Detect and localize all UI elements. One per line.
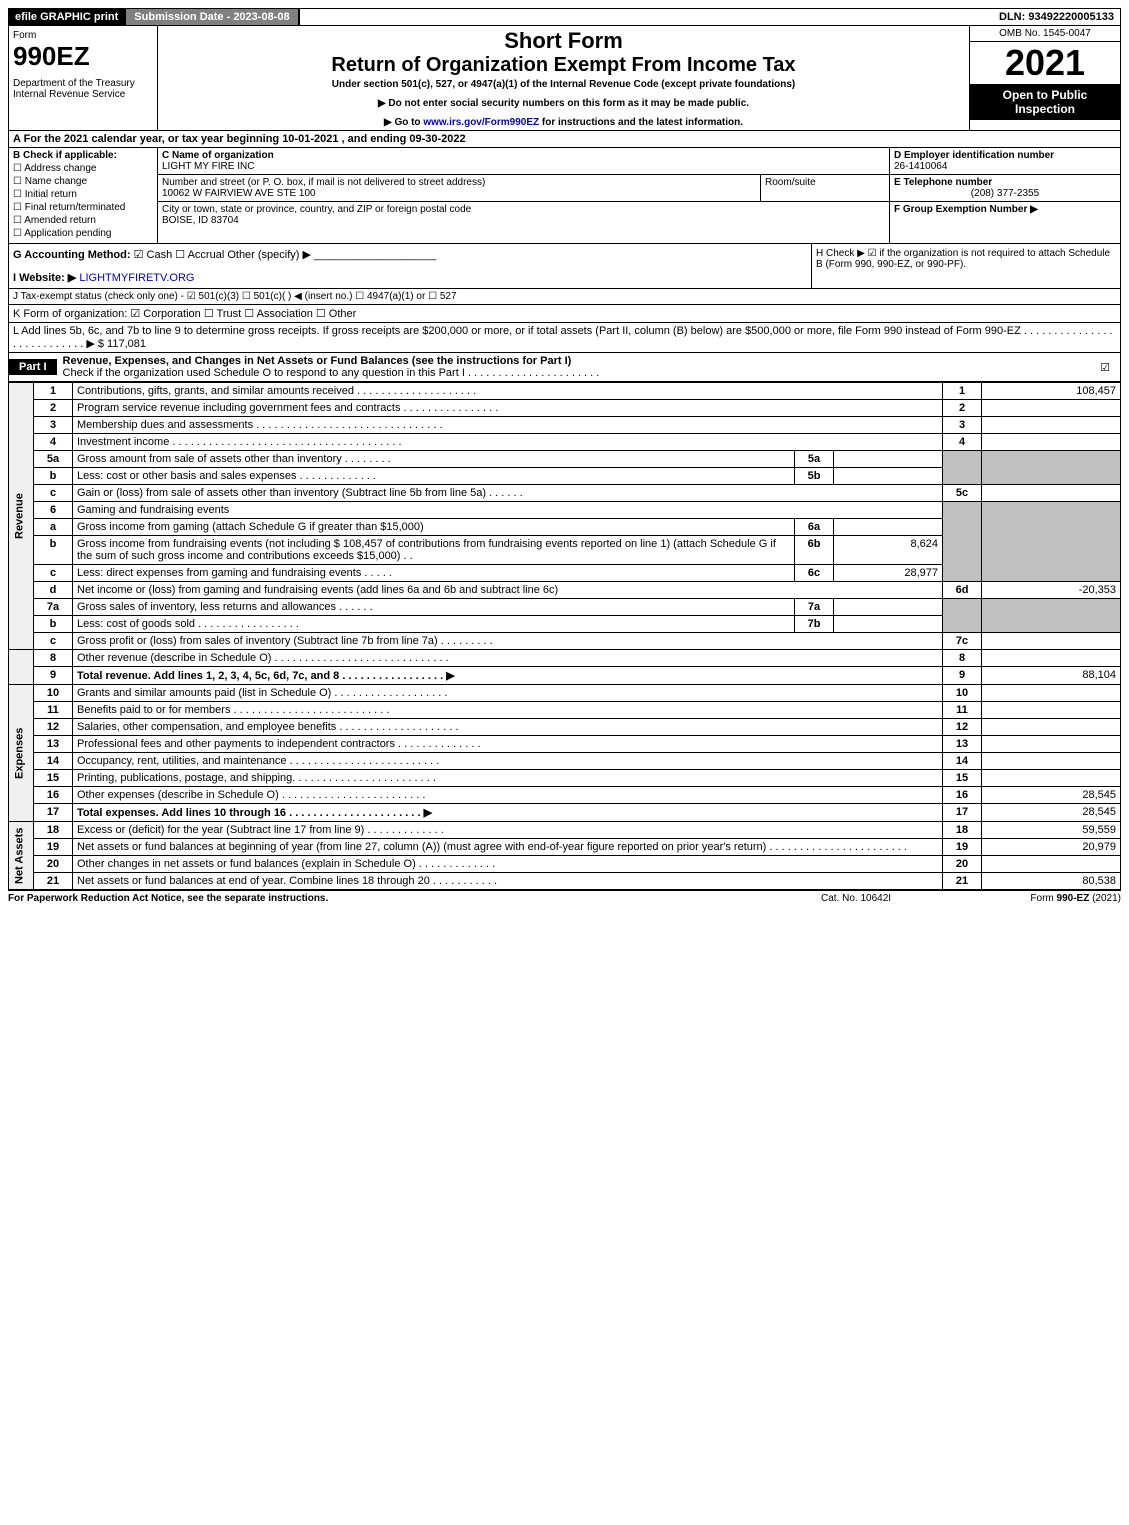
section-c: C Name of organization LIGHT MY FIRE INC… <box>158 148 889 243</box>
form-header: Form 990EZ Department of the Treasury In… <box>8 26 1121 131</box>
val-line-12 <box>982 719 1121 736</box>
section-a: A For the 2021 calendar year, or tax yea… <box>8 131 1121 148</box>
opt-accrual[interactable]: Accrual <box>175 249 224 261</box>
accounting-method: G Accounting Method: Cash Accrual Other … <box>13 248 807 261</box>
ein-value: 26-1410064 <box>894 161 947 172</box>
form-number: 990EZ <box>13 41 153 72</box>
opt-initial-return[interactable]: Initial return <box>13 189 153 200</box>
omb-number: OMB No. 1545-0047 <box>970 26 1120 42</box>
room-suite-hdr: Room/suite <box>760 175 889 201</box>
header-info-block: B Check if applicable: Address change Na… <box>8 148 1121 244</box>
instruct-1: ▶ Do not enter social security numbers o… <box>166 98 961 109</box>
footer-center: Cat. No. 10642I <box>821 893 971 904</box>
irs-link[interactable]: www.irs.gov/Form990EZ <box>423 117 539 128</box>
val-line-6a <box>834 519 943 536</box>
c-street-hdr: Number and street (or P. O. box, if mail… <box>162 177 485 188</box>
footer-left: For Paperwork Reduction Act Notice, see … <box>8 893 821 904</box>
top-bar: efile GRAPHIC print Submission Date - 20… <box>8 8 1121 26</box>
section-de: D Employer identification number 26-1410… <box>889 148 1120 243</box>
main-title: Return of Organization Exempt From Incom… <box>166 54 961 77</box>
org-city: BOISE, ID 83704 <box>162 215 239 226</box>
form-label: Form <box>13 30 153 41</box>
val-line-5a <box>834 451 943 468</box>
short-form-title: Short Form <box>166 28 961 54</box>
website-row: I Website: ▶ LIGHTMYFIRETV.ORG <box>13 271 807 284</box>
opt-address-change[interactable]: Address change <box>13 163 153 174</box>
val-line-5c <box>982 485 1121 502</box>
val-line-6c: 28,977 <box>834 565 943 582</box>
subtitle: Under section 501(c), 527, or 4947(a)(1)… <box>166 79 961 90</box>
opt-name-change[interactable]: Name change <box>13 176 153 187</box>
efile-label[interactable]: efile GRAPHIC print <box>9 9 124 25</box>
part-i-checkbox[interactable] <box>1090 361 1120 374</box>
section-b: B Check if applicable: Address change Na… <box>9 148 158 243</box>
val-line-14 <box>982 753 1121 770</box>
submission-date: Submission Date - 2023-08-08 <box>124 9 299 25</box>
part-i-header: Part I Revenue, Expenses, and Changes in… <box>8 353 1121 382</box>
section-j: J Tax-exempt status (check only one) - ☑… <box>8 289 1121 305</box>
val-line-7c <box>982 633 1121 650</box>
box-gh: G Accounting Method: Cash Accrual Other … <box>8 244 1121 289</box>
tel-value: (208) 377-2355 <box>894 188 1116 199</box>
val-line-2 <box>982 400 1121 417</box>
part-i-table: Revenue 1 Contributions, gifts, grants, … <box>8 382 1121 890</box>
side-expenses: Expenses <box>9 685 34 822</box>
val-line-10 <box>982 685 1121 702</box>
website-link[interactable]: LIGHTMYFIRETV.ORG <box>79 272 194 284</box>
part-i-check-line: Check if the organization used Schedule … <box>63 367 600 379</box>
val-line-7b <box>834 616 943 633</box>
val-line-7a <box>834 599 943 616</box>
footer-right: Form 990-EZ (2021) <box>971 893 1121 904</box>
val-line-6b: 8,624 <box>834 536 943 565</box>
tax-year: 2021 <box>970 42 1120 84</box>
page-footer: For Paperwork Reduction Act Notice, see … <box>8 890 1121 906</box>
part-i-title: Revenue, Expenses, and Changes in Net As… <box>57 353 1090 381</box>
val-line-13 <box>982 736 1121 753</box>
dln-number: DLN: 93492220005133 <box>993 9 1120 25</box>
c-city-hdr: City or town, state or province, country… <box>162 204 471 215</box>
tel-hdr: E Telephone number <box>894 177 992 188</box>
val-line-9: 88,104 <box>982 667 1121 685</box>
section-k: K Form of organization: ☑ Corporation ☐ … <box>8 305 1121 323</box>
section-h: H Check ▶ ☑ if the organization is not r… <box>811 244 1120 288</box>
side-revenue: Revenue <box>9 383 34 650</box>
val-line-21: 80,538 <box>982 873 1121 890</box>
opt-amended-return[interactable]: Amended return <box>13 215 153 226</box>
department-label: Department of the Treasury Internal Reve… <box>13 78 153 100</box>
c-name-hdr: C Name of organization <box>162 150 274 161</box>
part-i-label: Part I <box>9 359 57 375</box>
org-name: LIGHT MY FIRE INC <box>162 161 254 172</box>
section-l: L Add lines 5b, 6c, and 7b to line 9 to … <box>8 323 1121 353</box>
opt-cash[interactable]: Cash <box>134 249 173 261</box>
val-line-19: 20,979 <box>982 839 1121 856</box>
opt-final-return[interactable]: Final return/terminated <box>13 202 153 213</box>
val-line-8 <box>982 650 1121 667</box>
val-line-17: 28,545 <box>982 804 1121 822</box>
val-line-11 <box>982 702 1121 719</box>
group-exemption-hdr: F Group Exemption Number ▶ <box>894 204 1038 215</box>
instruct-2: ▶ Go to www.irs.gov/Form990EZ for instru… <box>166 117 961 128</box>
b-header: B Check if applicable: <box>13 150 153 161</box>
val-line-15 <box>982 770 1121 787</box>
val-line-5b <box>834 468 943 485</box>
open-public-badge: Open to Public Inspection <box>970 84 1120 120</box>
opt-other-specify[interactable]: Other (specify) ▶ <box>227 249 311 261</box>
val-line-16: 28,545 <box>982 787 1121 804</box>
val-line-4 <box>982 434 1121 451</box>
side-netassets: Net Assets <box>9 822 34 890</box>
val-line-3 <box>982 417 1121 434</box>
opt-application-pending[interactable]: Application pending <box>13 228 153 239</box>
val-line-18: 59,559 <box>982 822 1121 839</box>
val-line-20 <box>982 856 1121 873</box>
org-street: 10062 W FAIRVIEW AVE STE 100 <box>162 188 316 199</box>
val-line-6d: -20,353 <box>982 582 1121 599</box>
ein-hdr: D Employer identification number <box>894 150 1054 161</box>
val-line-1: 108,457 <box>982 383 1121 400</box>
